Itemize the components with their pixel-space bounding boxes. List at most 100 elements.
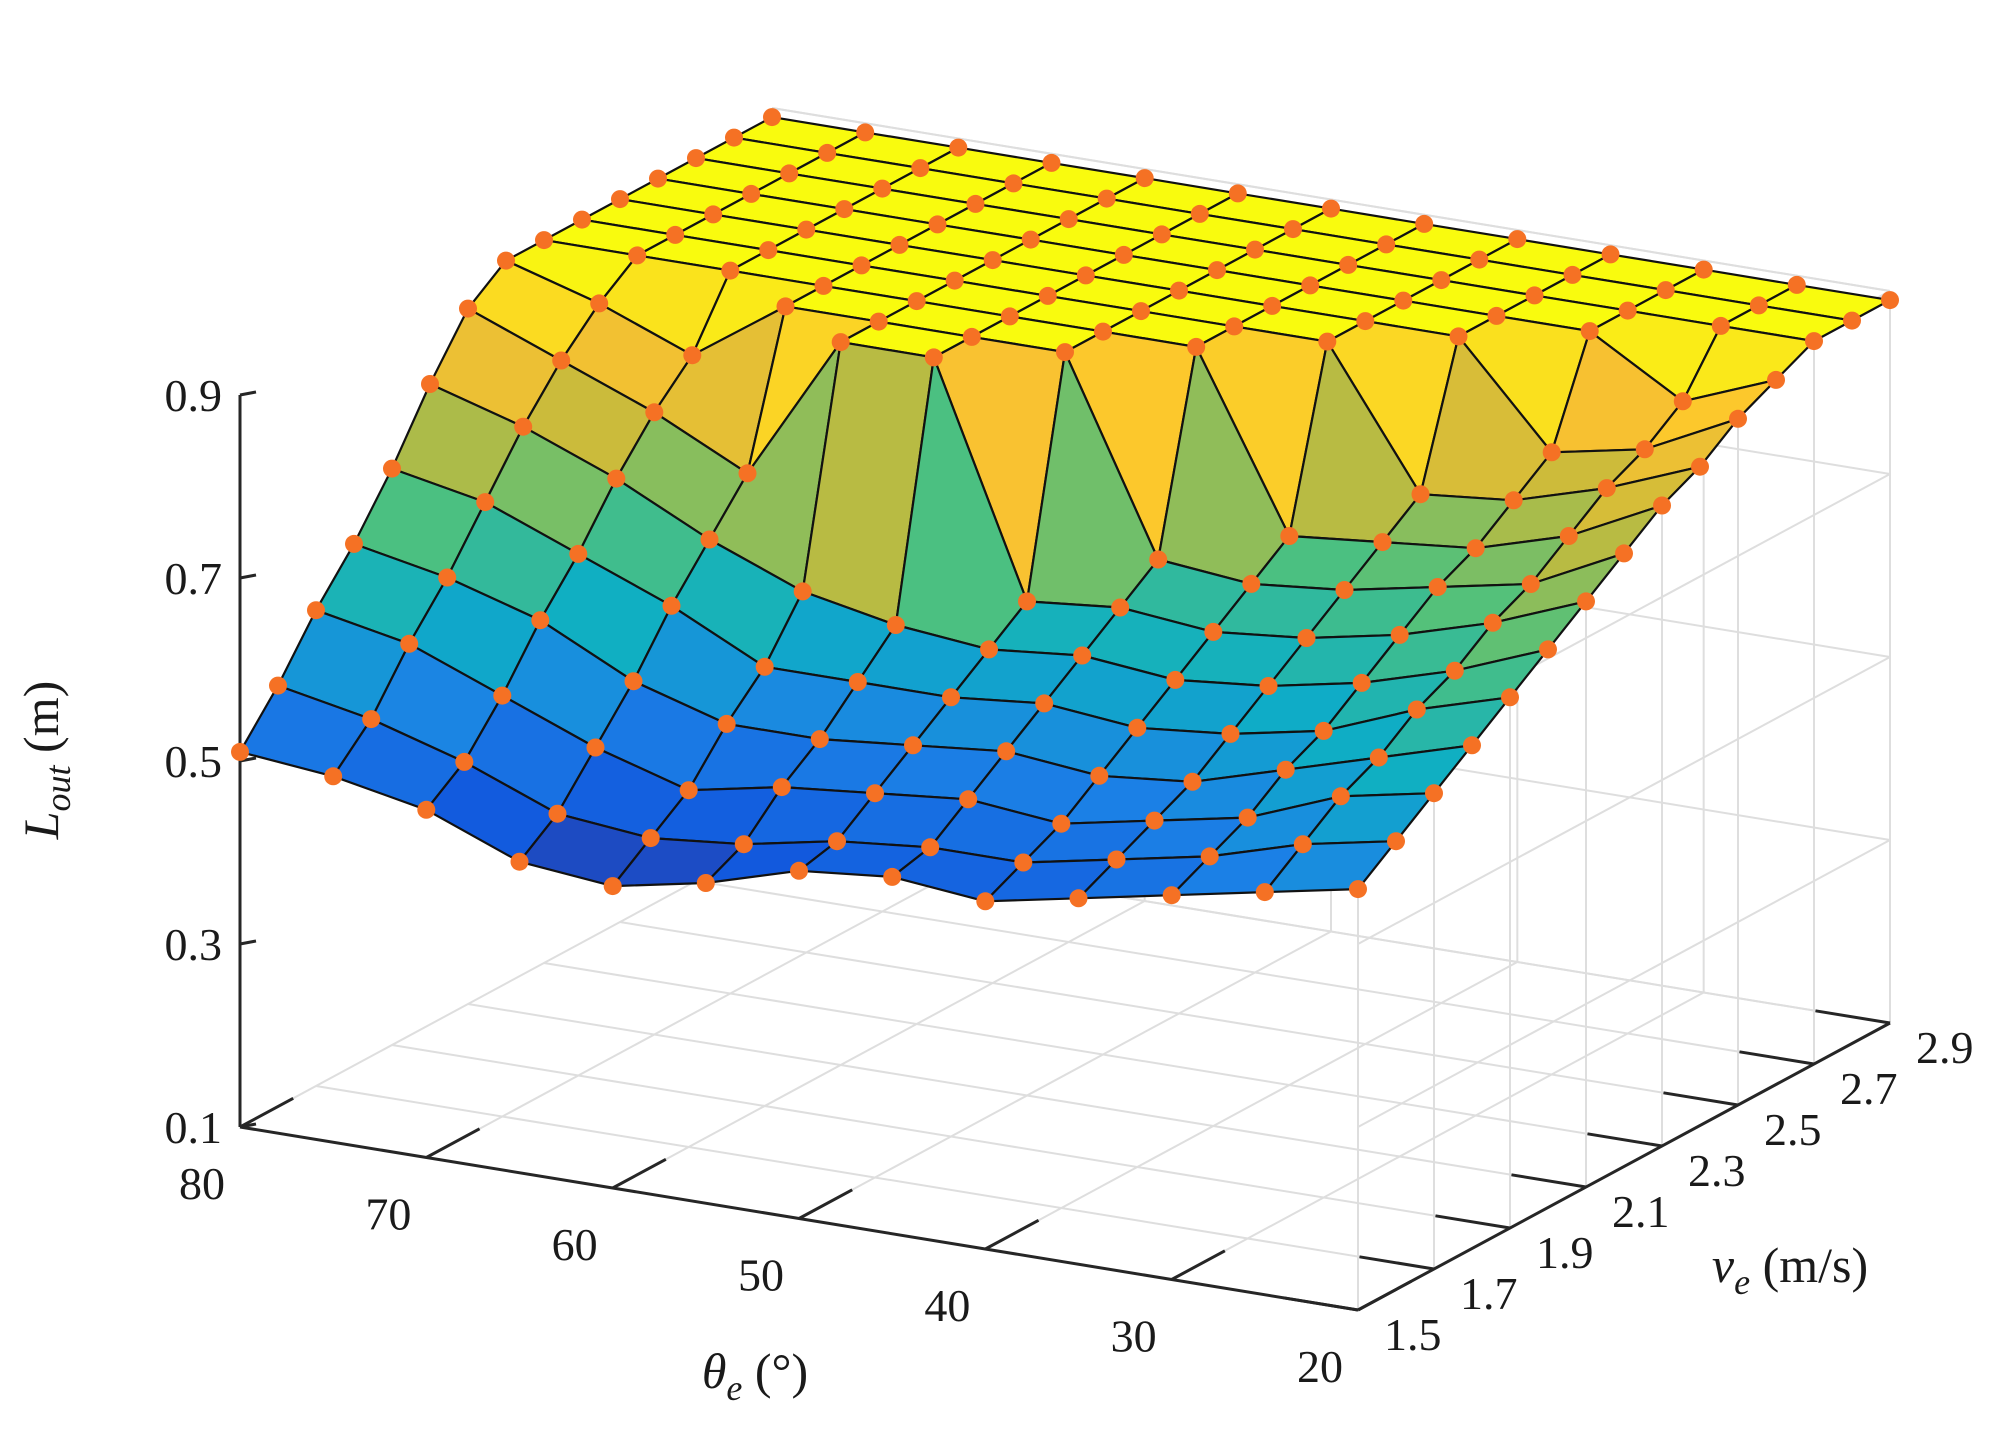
x-tick-mark xyxy=(1170,1249,1226,1281)
data-point xyxy=(1301,276,1320,295)
data-point xyxy=(983,251,1002,270)
data-point xyxy=(793,582,812,601)
data-point xyxy=(510,852,529,871)
data-point xyxy=(1501,688,1519,707)
y-tick-mark xyxy=(1283,1296,1359,1312)
data-point xyxy=(269,676,287,695)
y-tick-mark xyxy=(1587,1132,1663,1148)
x-tick-label: 80 xyxy=(179,1158,225,1209)
data-point xyxy=(1107,850,1126,869)
data-point xyxy=(1004,174,1023,193)
data-point xyxy=(569,544,588,563)
data-point xyxy=(1767,370,1785,389)
data-point xyxy=(1635,440,1654,459)
data-point xyxy=(1094,322,1112,341)
floor-gridline xyxy=(695,880,1815,1065)
data-point xyxy=(641,829,660,848)
y-tick-mark xyxy=(1359,1255,1435,1271)
data-point xyxy=(1114,245,1133,264)
data-markers xyxy=(231,108,1899,911)
data-point xyxy=(725,128,743,147)
data-point xyxy=(1135,169,1154,188)
data-point xyxy=(1601,245,1620,264)
data-point xyxy=(1238,808,1257,827)
floor-gridline xyxy=(315,1085,1435,1270)
data-point xyxy=(1200,847,1219,866)
data-point xyxy=(628,246,647,265)
data-point xyxy=(1042,153,1061,172)
data-point xyxy=(400,634,419,653)
y-axis-label: ve (m/s) xyxy=(1712,1237,1868,1302)
data-point xyxy=(1525,286,1544,305)
data-point xyxy=(942,688,960,707)
floor-gridline xyxy=(391,1044,1511,1229)
floor-gridline xyxy=(619,921,1739,1106)
surface xyxy=(238,115,1892,903)
data-point xyxy=(1297,629,1316,647)
data-point xyxy=(1428,578,1447,596)
data-point xyxy=(904,736,922,755)
data-point xyxy=(1145,811,1164,830)
y-tick-label: 2.5 xyxy=(1764,1104,1822,1155)
data-point xyxy=(1183,772,1202,791)
x-tick-mark xyxy=(239,1096,294,1129)
data-point xyxy=(1449,327,1468,346)
data-point xyxy=(1000,307,1019,326)
data-point xyxy=(907,292,926,311)
data-point xyxy=(476,493,495,512)
data-point xyxy=(866,784,884,803)
data-point xyxy=(573,210,591,229)
y-tick-label: 2.1 xyxy=(1612,1186,1670,1237)
data-point xyxy=(1242,574,1261,593)
data-point xyxy=(1331,787,1350,806)
data-point xyxy=(586,738,605,757)
data-point xyxy=(1463,736,1481,755)
z-tick-label: 0.7 xyxy=(165,553,223,604)
data-point xyxy=(307,601,325,620)
data-point xyxy=(383,459,401,478)
data-point xyxy=(1508,230,1527,249)
data-point xyxy=(1369,748,1388,767)
y-tick-label: 2.7 xyxy=(1840,1063,1898,1114)
data-point xyxy=(1694,260,1713,279)
data-point xyxy=(1069,889,1088,908)
data-point xyxy=(362,710,381,729)
z-tick-label: 0.1 xyxy=(165,1102,223,1153)
floor-gridline xyxy=(798,930,1332,1220)
data-point xyxy=(662,596,681,615)
data-point xyxy=(949,138,968,157)
axes xyxy=(238,390,1891,1312)
data-point xyxy=(759,241,778,260)
data-point xyxy=(1318,332,1337,351)
data-point xyxy=(704,205,723,224)
z-tick-mark xyxy=(239,939,257,946)
y-tick-label: 2.9 xyxy=(1916,1022,1974,1073)
data-point xyxy=(624,672,643,691)
y-tick-label: 1.7 xyxy=(1460,1268,1518,1319)
data-point xyxy=(645,403,664,422)
data-point xyxy=(776,297,795,316)
data-point xyxy=(797,220,816,239)
data-point xyxy=(603,877,622,896)
data-point xyxy=(886,616,905,634)
data-point xyxy=(1073,646,1092,665)
data-point xyxy=(1542,443,1561,462)
data-point xyxy=(1656,281,1675,300)
data-point xyxy=(1132,302,1150,321)
data-point xyxy=(997,742,1016,761)
x-tick-mark xyxy=(798,1188,853,1220)
data-point xyxy=(1059,210,1078,229)
data-point xyxy=(548,804,567,823)
data-point xyxy=(1577,592,1595,611)
data-point xyxy=(1322,199,1340,218)
data-point xyxy=(590,294,609,313)
data-point xyxy=(1470,250,1489,269)
data-point xyxy=(831,333,850,352)
data-point xyxy=(1691,457,1709,476)
data-point xyxy=(980,640,998,659)
x-tick-label: 70 xyxy=(365,1189,411,1240)
z-tick-label: 0.9 xyxy=(165,370,223,421)
z-tick-label: 0.5 xyxy=(165,736,223,787)
data-point xyxy=(1394,291,1413,310)
data-point xyxy=(928,215,947,234)
